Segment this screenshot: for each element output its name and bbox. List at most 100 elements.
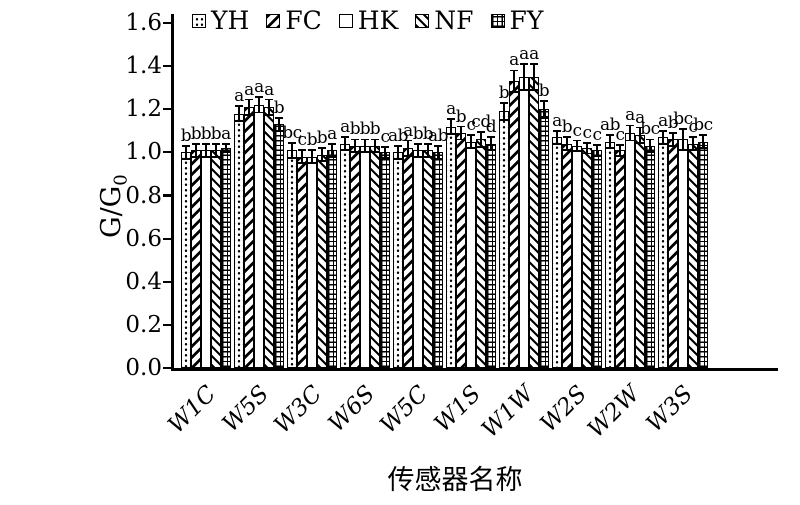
error-bar-cap-bottom <box>593 154 601 157</box>
significance-letter: a <box>446 98 456 119</box>
error-bar-cap-bottom <box>636 141 644 144</box>
significance-letter: c <box>582 122 592 143</box>
error-bar-cap-bottom <box>477 146 485 148</box>
significance-letter: a <box>519 43 529 64</box>
error-bar <box>291 142 293 158</box>
error-bar <box>321 148 323 161</box>
bar-fy-w5s <box>274 124 284 368</box>
error-bar <box>576 140 578 152</box>
y-axis-line <box>171 14 174 371</box>
error-bar-cap-top <box>500 101 508 104</box>
error-bar-cap-bottom <box>540 116 548 119</box>
significance-letter: bc <box>673 108 693 129</box>
bar-fc-w6s <box>350 145 360 368</box>
error-bar-cap-top <box>341 136 349 139</box>
error-bar-cap-top <box>679 127 687 130</box>
error-bar-cap-bottom <box>308 162 316 165</box>
significance-letter: b <box>316 128 328 149</box>
error-bar-cap-top <box>434 145 442 147</box>
error-bar-cap-top <box>520 63 528 65</box>
error-bar-cap-top <box>636 126 644 129</box>
error-bar-cap-bottom <box>467 147 475 149</box>
error-bar-cap-top <box>646 138 654 141</box>
significance-letter: a <box>552 110 562 131</box>
significance-letter: bc <box>640 119 660 140</box>
bar-fc-w3c <box>297 156 307 368</box>
bar-yh-w5c <box>393 152 403 368</box>
error-bar-cap-bottom <box>616 154 624 157</box>
error-bar <box>437 145 439 159</box>
error-bar <box>195 143 197 157</box>
error-bar-cap-bottom <box>424 155 432 158</box>
error-bar-cap-top <box>669 132 677 134</box>
error-bar-cap-bottom <box>275 129 283 132</box>
error-bar-cap-top <box>606 134 614 137</box>
significance-letter: b <box>538 80 550 101</box>
error-bar <box>629 125 631 141</box>
error-bar-cap-top <box>487 136 495 139</box>
error-bar <box>533 63 535 90</box>
error-bar <box>523 63 525 90</box>
error-bar <box>490 137 492 151</box>
significance-letter: b <box>200 123 212 144</box>
error-bar-cap-bottom <box>265 113 273 116</box>
y-tick-label: 1.0 <box>125 139 162 166</box>
error-bar <box>258 97 260 113</box>
error-bar <box>692 137 694 151</box>
error-bar-cap-top <box>447 118 455 120</box>
bar-fc-w5s <box>244 107 254 368</box>
error-bar <box>374 139 376 153</box>
legend-label-fc: FC <box>285 6 322 35</box>
error-bar-cap-bottom <box>573 150 581 153</box>
error-bar-cap-bottom <box>626 139 634 142</box>
error-bar-cap-bottom <box>510 91 518 93</box>
y-tick <box>163 366 172 370</box>
error-bar-cap-bottom <box>235 120 243 122</box>
error-bar-cap-bottom <box>606 147 614 149</box>
error-bar-cap-top <box>659 129 667 132</box>
bar-fc-w3s <box>668 139 678 368</box>
significance-letter: bc <box>282 122 302 143</box>
bar-hk-w1s <box>466 141 476 368</box>
significance-letter: a <box>529 43 539 64</box>
error-bar-cap-bottom <box>553 142 561 145</box>
y-tick <box>163 194 172 197</box>
error-bar-cap-top <box>424 142 432 145</box>
error-bar-cap-bottom <box>351 151 359 154</box>
y-tick-label: 0.8 <box>125 182 162 209</box>
significance-letter: b <box>306 130 318 151</box>
error-bar <box>450 118 452 135</box>
error-bar-cap-top <box>192 142 200 145</box>
significance-letter: a <box>635 107 645 128</box>
error-bar <box>470 135 472 149</box>
bar-hk-w3s <box>678 139 688 368</box>
error-bar-cap-top <box>255 96 263 99</box>
error-bar-cap-bottom <box>202 155 210 158</box>
bar-fy-w1w <box>539 109 549 368</box>
error-bar <box>682 128 684 151</box>
error-bar <box>215 143 217 157</box>
bar-fc-w1s <box>456 132 466 368</box>
legend-swatch-nf-icon <box>415 13 430 28</box>
legend-item-hk: HK <box>338 8 398 33</box>
error-bar <box>301 150 303 164</box>
bar-nf-w5c <box>423 150 433 368</box>
significance-letter: a <box>264 79 274 100</box>
significance-letter: a <box>340 117 350 138</box>
legend-item-nf: NF <box>415 8 474 33</box>
error-bar <box>185 145 187 159</box>
y-tick <box>163 237 172 240</box>
error-bar-cap-bottom <box>699 147 707 149</box>
error-bar <box>397 145 399 159</box>
y-tick <box>163 65 172 68</box>
error-bar <box>344 137 346 151</box>
x-axis-line <box>171 367 778 371</box>
error-bar-cap-top <box>540 99 548 102</box>
error-bar-cap-bottom <box>646 151 654 154</box>
error-bar <box>566 137 568 151</box>
bar-nf-w1s <box>476 139 486 368</box>
error-bar <box>460 126 462 140</box>
error-bar-cap-bottom <box>288 156 296 159</box>
significance-letter: b <box>561 117 573 138</box>
